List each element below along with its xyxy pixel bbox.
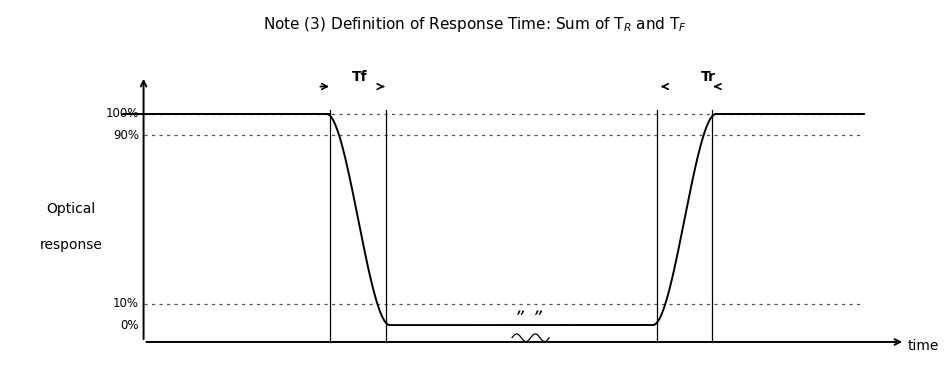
Text: 100%: 100% bbox=[105, 108, 139, 120]
Text: response: response bbox=[40, 238, 103, 252]
Text: Tf: Tf bbox=[352, 70, 368, 84]
Text: Note (3) Definition of Response Time: Sum of T$_R$ and T$_F$: Note (3) Definition of Response Time: Su… bbox=[263, 15, 687, 34]
Text: Optical: Optical bbox=[47, 202, 96, 216]
Text: „: „ bbox=[517, 299, 526, 317]
Text: time: time bbox=[907, 339, 939, 353]
Text: 10%: 10% bbox=[113, 298, 139, 310]
Text: 90%: 90% bbox=[113, 128, 139, 142]
Text: 0%: 0% bbox=[121, 319, 139, 332]
Text: Tr: Tr bbox=[701, 70, 716, 84]
Text: „: „ bbox=[535, 299, 544, 317]
